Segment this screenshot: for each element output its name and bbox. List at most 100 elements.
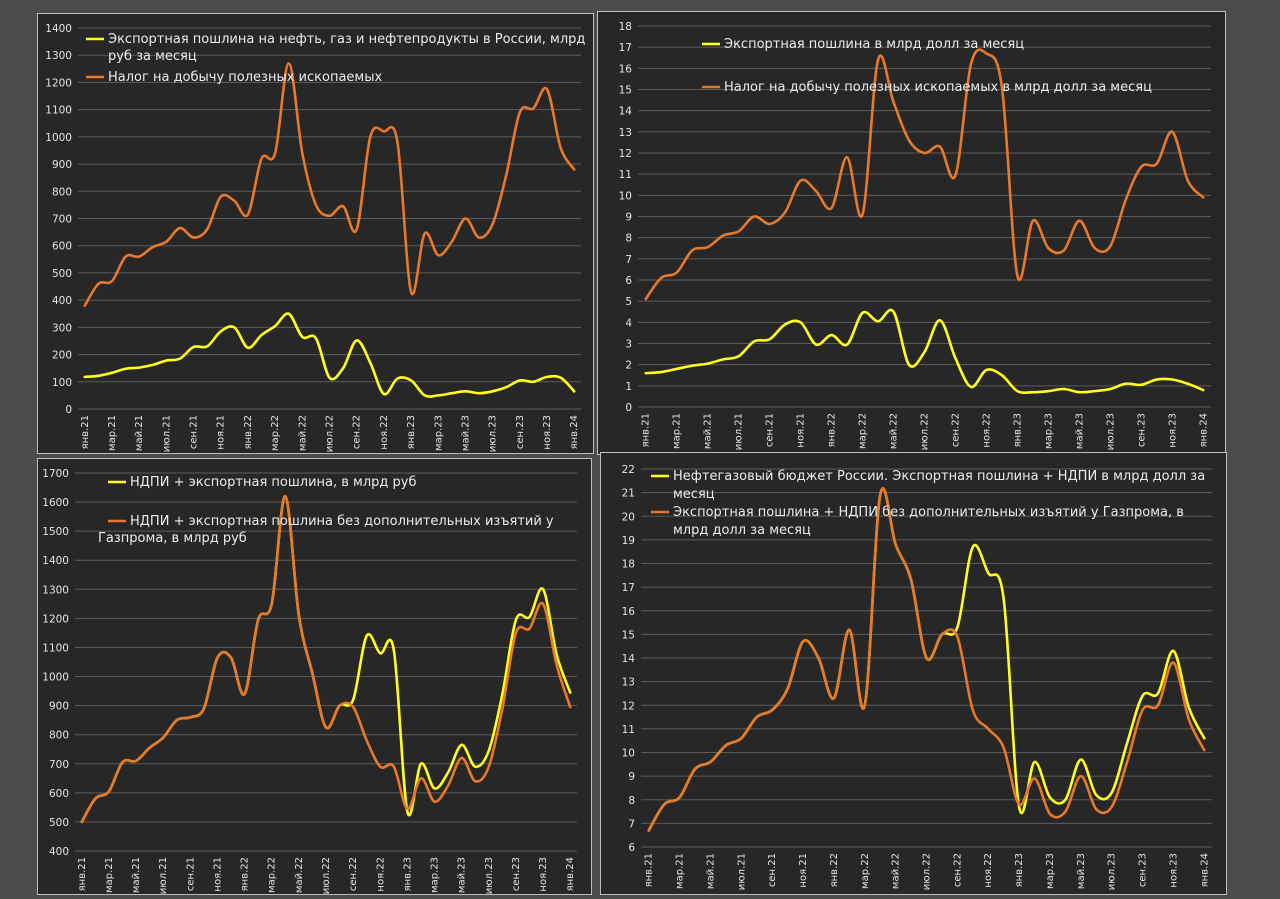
x-tick-label: мар.21 xyxy=(672,413,683,449)
x-tick-label: янв.24 xyxy=(1199,853,1210,887)
x-tick-label: янв.22 xyxy=(829,853,840,887)
y-tick-label: 900 xyxy=(49,701,69,713)
y-tick-label: 1300 xyxy=(42,584,69,596)
series-line-orange xyxy=(644,48,1205,301)
legend-label: НДПИ + экспортная пошлина, в млрд руб xyxy=(130,475,417,490)
y-tick-label: 13 xyxy=(622,677,635,689)
x-tick-label: мар.22 xyxy=(267,857,278,893)
x-tick-label: ноя.22 xyxy=(375,857,386,892)
y-tick-label: 500 xyxy=(49,817,69,829)
x-tick-label: июл.21 xyxy=(734,413,745,450)
x-tick-label: май.21 xyxy=(703,413,714,449)
x-tick-label: янв.21 xyxy=(641,413,652,447)
y-tick-label: 1000 xyxy=(45,132,72,144)
x-tick-label: сен.21 xyxy=(185,857,196,891)
y-tick-label: 8 xyxy=(628,795,635,807)
x-tick-label: май.22 xyxy=(294,857,305,893)
y-tick-label: 800 xyxy=(52,186,72,198)
x-tick-label: янв.21 xyxy=(77,857,88,891)
x-tick-label: июл.22 xyxy=(325,415,336,452)
y-tick-label: 19 xyxy=(622,535,635,547)
y-tick-label: 400 xyxy=(49,846,69,858)
legend-label: Налог на добычу полезных ископаемых в мл… xyxy=(724,80,1152,95)
x-tick-label: ноя.21 xyxy=(216,415,227,450)
x-tick-label: ноя.22 xyxy=(981,413,992,448)
x-tick-label: июл.22 xyxy=(321,857,332,894)
x-tick-label: сен.23 xyxy=(511,857,522,891)
y-tick-label: 21 xyxy=(622,488,635,500)
x-tick-label: мар.21 xyxy=(107,415,118,451)
x-tick-label: мар.23 xyxy=(430,857,441,893)
x-tick-label: ноя.23 xyxy=(542,415,553,450)
y-tick-label: 13 xyxy=(619,127,632,139)
y-tick-label: 12 xyxy=(619,148,632,160)
chart-svg-1: 0 100 200 300 400 500 600 700 800 900 1000 1100 1200… xyxy=(45,23,585,452)
x-tick-label: янв.22 xyxy=(243,415,254,449)
x-tick-label: мар.23 xyxy=(1043,413,1054,449)
x-tick-label: май.21 xyxy=(131,857,142,893)
x-tick-label: май.23 xyxy=(1076,853,1087,889)
x-tick-label: ноя.23 xyxy=(1168,853,1179,888)
x-tick-label: ноя.22 xyxy=(983,853,994,888)
y-tick-label: 200 xyxy=(52,350,72,362)
y-tick-label: 14 xyxy=(619,106,633,118)
y-tick-label: 5 xyxy=(625,296,632,308)
y-tick-label: 1400 xyxy=(45,23,72,35)
y-tick-label: 10 xyxy=(619,190,632,202)
x-tick-label: янв.23 xyxy=(406,415,417,449)
y-tick-label: 8 xyxy=(625,233,632,245)
x-tick-label: мар.22 xyxy=(860,853,871,889)
x-tick-label: июл.23 xyxy=(1107,853,1118,890)
y-tick-label: 2 xyxy=(625,360,632,372)
y-tick-label: 15 xyxy=(622,629,635,641)
chart-svg-4: 6 7 8 9 10 11 12 13 14 15 16 17 18 19 20 21 22 янв.21 мар.… xyxy=(622,464,1212,890)
x-tick-label: июл.22 xyxy=(922,853,933,890)
legend-label: Налог на добычу полезных ископаемых xyxy=(108,70,382,85)
y-tick-label: 800 xyxy=(49,730,69,742)
x-tick-label: янв.22 xyxy=(240,857,251,891)
x-tick-label: янв.24 xyxy=(1198,413,1209,447)
x-tick-label: ноя.22 xyxy=(379,415,390,450)
x-tick-label: июл.23 xyxy=(484,857,495,894)
series-line-orange xyxy=(647,487,1206,832)
legend-label: Экспортная пошлина в млрд долл за месяц xyxy=(724,37,1024,52)
y-tick-label: 18 xyxy=(619,21,632,33)
y-tick-label: 1700 xyxy=(42,468,69,480)
x-tick-label: май.22 xyxy=(297,415,308,451)
x-tick-label: сен.23 xyxy=(515,415,526,449)
legend-label: Экспортная пошлина на нефть, газ и нефте… xyxy=(108,32,585,47)
y-tick-label: 14 xyxy=(622,653,636,665)
x-tick-label: июл.22 xyxy=(920,413,931,450)
y-tick-label: 1 xyxy=(625,381,632,393)
x-tick-label: июл.21 xyxy=(736,853,747,890)
x-tick-label: сен.23 xyxy=(1138,853,1149,887)
x-tick-label: янв.24 xyxy=(569,415,580,449)
y-tick-label: 1600 xyxy=(42,497,69,509)
x-tick-label: май.21 xyxy=(705,853,716,889)
y-tick-label: 500 xyxy=(52,268,72,280)
x-tick-label: июл.23 xyxy=(488,415,499,452)
x-tick-label: сен.22 xyxy=(352,415,363,449)
x-tick-label: май.23 xyxy=(460,415,471,451)
x-tick-label: ноя.21 xyxy=(212,857,223,892)
y-tick-label: 16 xyxy=(622,606,636,618)
x-tick-label: янв.21 xyxy=(644,853,655,887)
x-tick-label: сен.22 xyxy=(952,853,963,887)
y-tick-label: 1200 xyxy=(42,613,69,625)
y-tick-label: 17 xyxy=(622,582,635,594)
x-tick-label: июл.21 xyxy=(161,415,172,452)
x-tick-label: мар.21 xyxy=(675,853,686,889)
x-tick-label: май.22 xyxy=(891,853,902,889)
x-tick-label: ноя.21 xyxy=(798,853,809,888)
y-tick-label: 6 xyxy=(628,842,635,854)
y-tick-label: 1500 xyxy=(42,526,69,538)
y-tick-label: 7 xyxy=(625,254,632,266)
x-tick-label: ноя.23 xyxy=(538,857,549,892)
y-tick-label: 600 xyxy=(52,241,72,253)
legend-label: НДПИ + экспортная пошлина без дополнител… xyxy=(130,514,554,529)
y-tick-label: 1000 xyxy=(42,672,69,684)
chart-panel-export-duty-rub: 0 100 200 300 400 500 600 700 800 900 1000 1100 1200… xyxy=(37,13,594,454)
y-tick-label: 1100 xyxy=(45,105,72,117)
x-tick-label: сен.21 xyxy=(767,853,778,887)
